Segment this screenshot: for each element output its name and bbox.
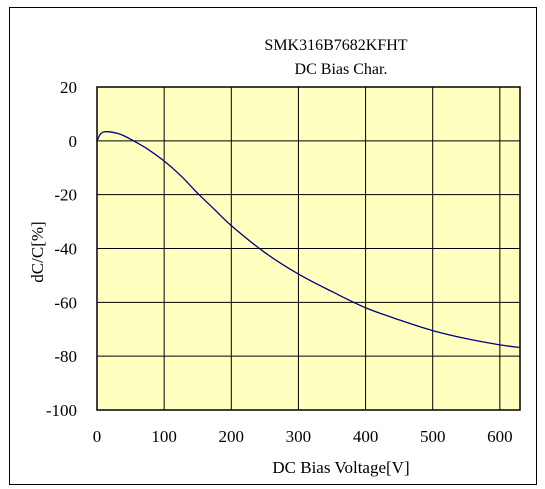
series-line [96,131,521,349]
y-tick-label-5: -80 [54,347,77,366]
x-tick-label-4: 400 [353,427,379,446]
x-tick-label-2: 200 [219,427,245,446]
grid-lines [97,87,520,410]
x-axis-label: DC Bias Voltage[V] [272,458,409,477]
x-tick-label-1: 100 [151,427,177,446]
chart-title: SMK316B7682KFHT [264,37,407,54]
y-tick-label-0: 20 [60,78,77,97]
chart-subtitle: DC Bias Char. [295,61,388,78]
x-tick-label-5: 500 [420,427,446,446]
y-tick-label-2: -20 [54,186,77,205]
x-tick-label-3: 300 [286,427,312,446]
plot-border [96,86,521,411]
y-axis-label: dC/C[%] [28,221,47,282]
x-tick-labels: 0 100 200 300 400 500 600 [93,427,513,446]
y-tick-labels: 20 0 -20 -40 -60 -80 -100 [46,78,77,420]
y-tick-label-4: -60 [54,293,77,312]
x-tick-label-0: 0 [93,427,102,446]
x-tick-label-6: 600 [487,427,513,446]
y-tick-label-1: 0 [69,132,78,151]
y-tick-label-6: -100 [46,401,77,420]
y-tick-label-3: -40 [54,240,77,259]
